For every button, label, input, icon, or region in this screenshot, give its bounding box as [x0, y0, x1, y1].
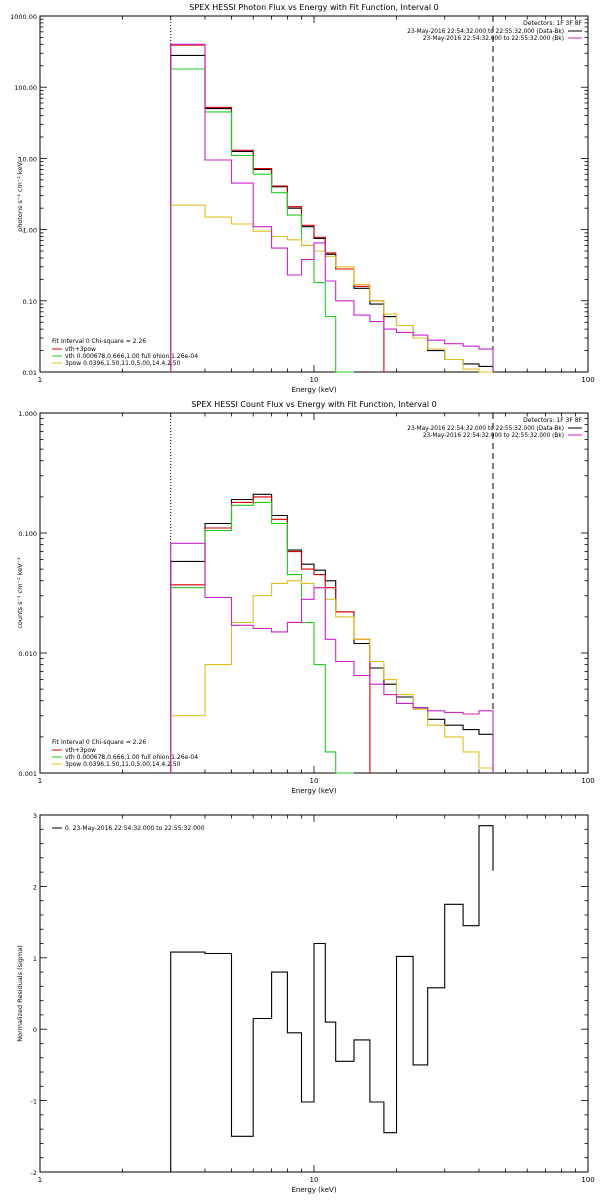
legend-right-label: 23-May-2016 22:54:32.000 to 22:55:32.000…: [407, 426, 564, 432]
series-yellow-line: [170, 580, 494, 773]
y-tick-label: 0.01: [23, 369, 37, 377]
series-black-line: [170, 825, 494, 1172]
legend-right-label: 23-May-2016 22:54:32.000 to 22:55:32.000…: [407, 29, 564, 35]
chart-1: [39, 412, 589, 774]
x-tick-label: 1: [38, 1176, 42, 1184]
y-tick-label: 1.00: [23, 227, 37, 235]
y-tick-label: 0.010: [18, 650, 37, 658]
y-tick-label: 2: [33, 883, 37, 891]
x-axis-label: Energy (keV): [291, 787, 336, 795]
x-tick-label: 10: [310, 376, 319, 384]
legend-right-label: 23-May-2016 22:54:32.000 to 22:55:32.000…: [423, 433, 564, 439]
legend-left-label: 3pow 0.0396,1.50,11.0,5.00,14.4,2.50: [65, 761, 181, 768]
plot-frame: [39, 15, 589, 373]
series-yellow-line: [170, 204, 493, 373]
y-tick-label: 0.001: [18, 770, 37, 778]
legend-right-label: 23-May-2016 22:54:32.000 to 22:55:32.000…: [423, 36, 564, 42]
series-black-line: [170, 54, 494, 372]
y-tick-label: 0.100: [18, 530, 37, 538]
y-tick-label: 1.000: [18, 410, 37, 418]
legend-fit-header: Fit Interval 0 Chi-square = 2.26: [52, 739, 146, 746]
detectors-label: Detectors: 1F 3F 8F: [523, 20, 582, 27]
y-axis-label: counts s⁻¹ cm⁻² keV⁻¹: [16, 557, 24, 629]
series-magenta-line: [170, 542, 494, 773]
x-tick-label: 10: [310, 777, 319, 785]
x-tick-label: 1: [38, 376, 42, 384]
series-magenta-line: [170, 43, 494, 372]
y-tick-label: 3: [33, 812, 37, 820]
x-tick-label: 10: [310, 1176, 319, 1184]
chart-title: SPEX HESSI Count Flux vs Energy with Fit…: [191, 400, 436, 409]
x-tick-label: 100: [581, 1176, 594, 1184]
legend-left-label: vth+3pow: [65, 346, 96, 353]
legend-left-label: vth 0.000678,0.666,1.00 full ohion 1.26e…: [65, 353, 198, 360]
x-axis-label: Energy (keV): [291, 1186, 336, 1194]
chart-title: SPEX HESSI Photon Flux vs Energy with Fi…: [189, 3, 439, 12]
legend-left-label: vth+3pow: [65, 747, 96, 754]
y-tick-label: -2: [31, 1169, 37, 1177]
legend-left-label: 0. 23-May-2016 22:54:32.000 to 22:55:32.…: [65, 825, 205, 832]
y-tick-label: -1: [31, 1098, 37, 1106]
y-tick-label: 100.00: [14, 84, 37, 92]
series-green-line: [170, 501, 354, 774]
y-tick-label: 1: [33, 955, 37, 963]
chart-0: [39, 15, 589, 373]
x-tick-label: 100: [581, 376, 594, 384]
legend-left-label: 3pow 0.0396,1.50,11.0,5.00,14.4,2.50: [65, 360, 181, 367]
chart-2: [39, 814, 589, 1173]
legend-left-label: vth 0.000678,0.666,1.00 full ohion 1.26e…: [65, 754, 198, 761]
y-tick-label: 10.00: [18, 155, 37, 163]
y-axis-label: photons s⁻¹ cm⁻² keV⁻¹: [16, 156, 24, 232]
series-red-line: [170, 44, 385, 372]
series-red-line: [170, 496, 371, 773]
legend-fit-header: Fit Interval 0 Chi-square = 2.26: [52, 338, 146, 345]
y-tick-label: 0: [33, 1026, 37, 1034]
y-axis-label: Normalized Residuals (sigma): [16, 945, 24, 1042]
series-green-line: [170, 68, 354, 373]
detectors-label: Detectors: 1F 3F 8F: [523, 417, 582, 424]
x-tick-label: 100: [581, 777, 594, 785]
y-tick-label: 0.10: [23, 298, 37, 306]
x-tick-label: 1: [38, 777, 42, 785]
y-tick-label: 1000.00: [10, 13, 37, 21]
x-axis-label: Energy (keV): [291, 386, 336, 394]
